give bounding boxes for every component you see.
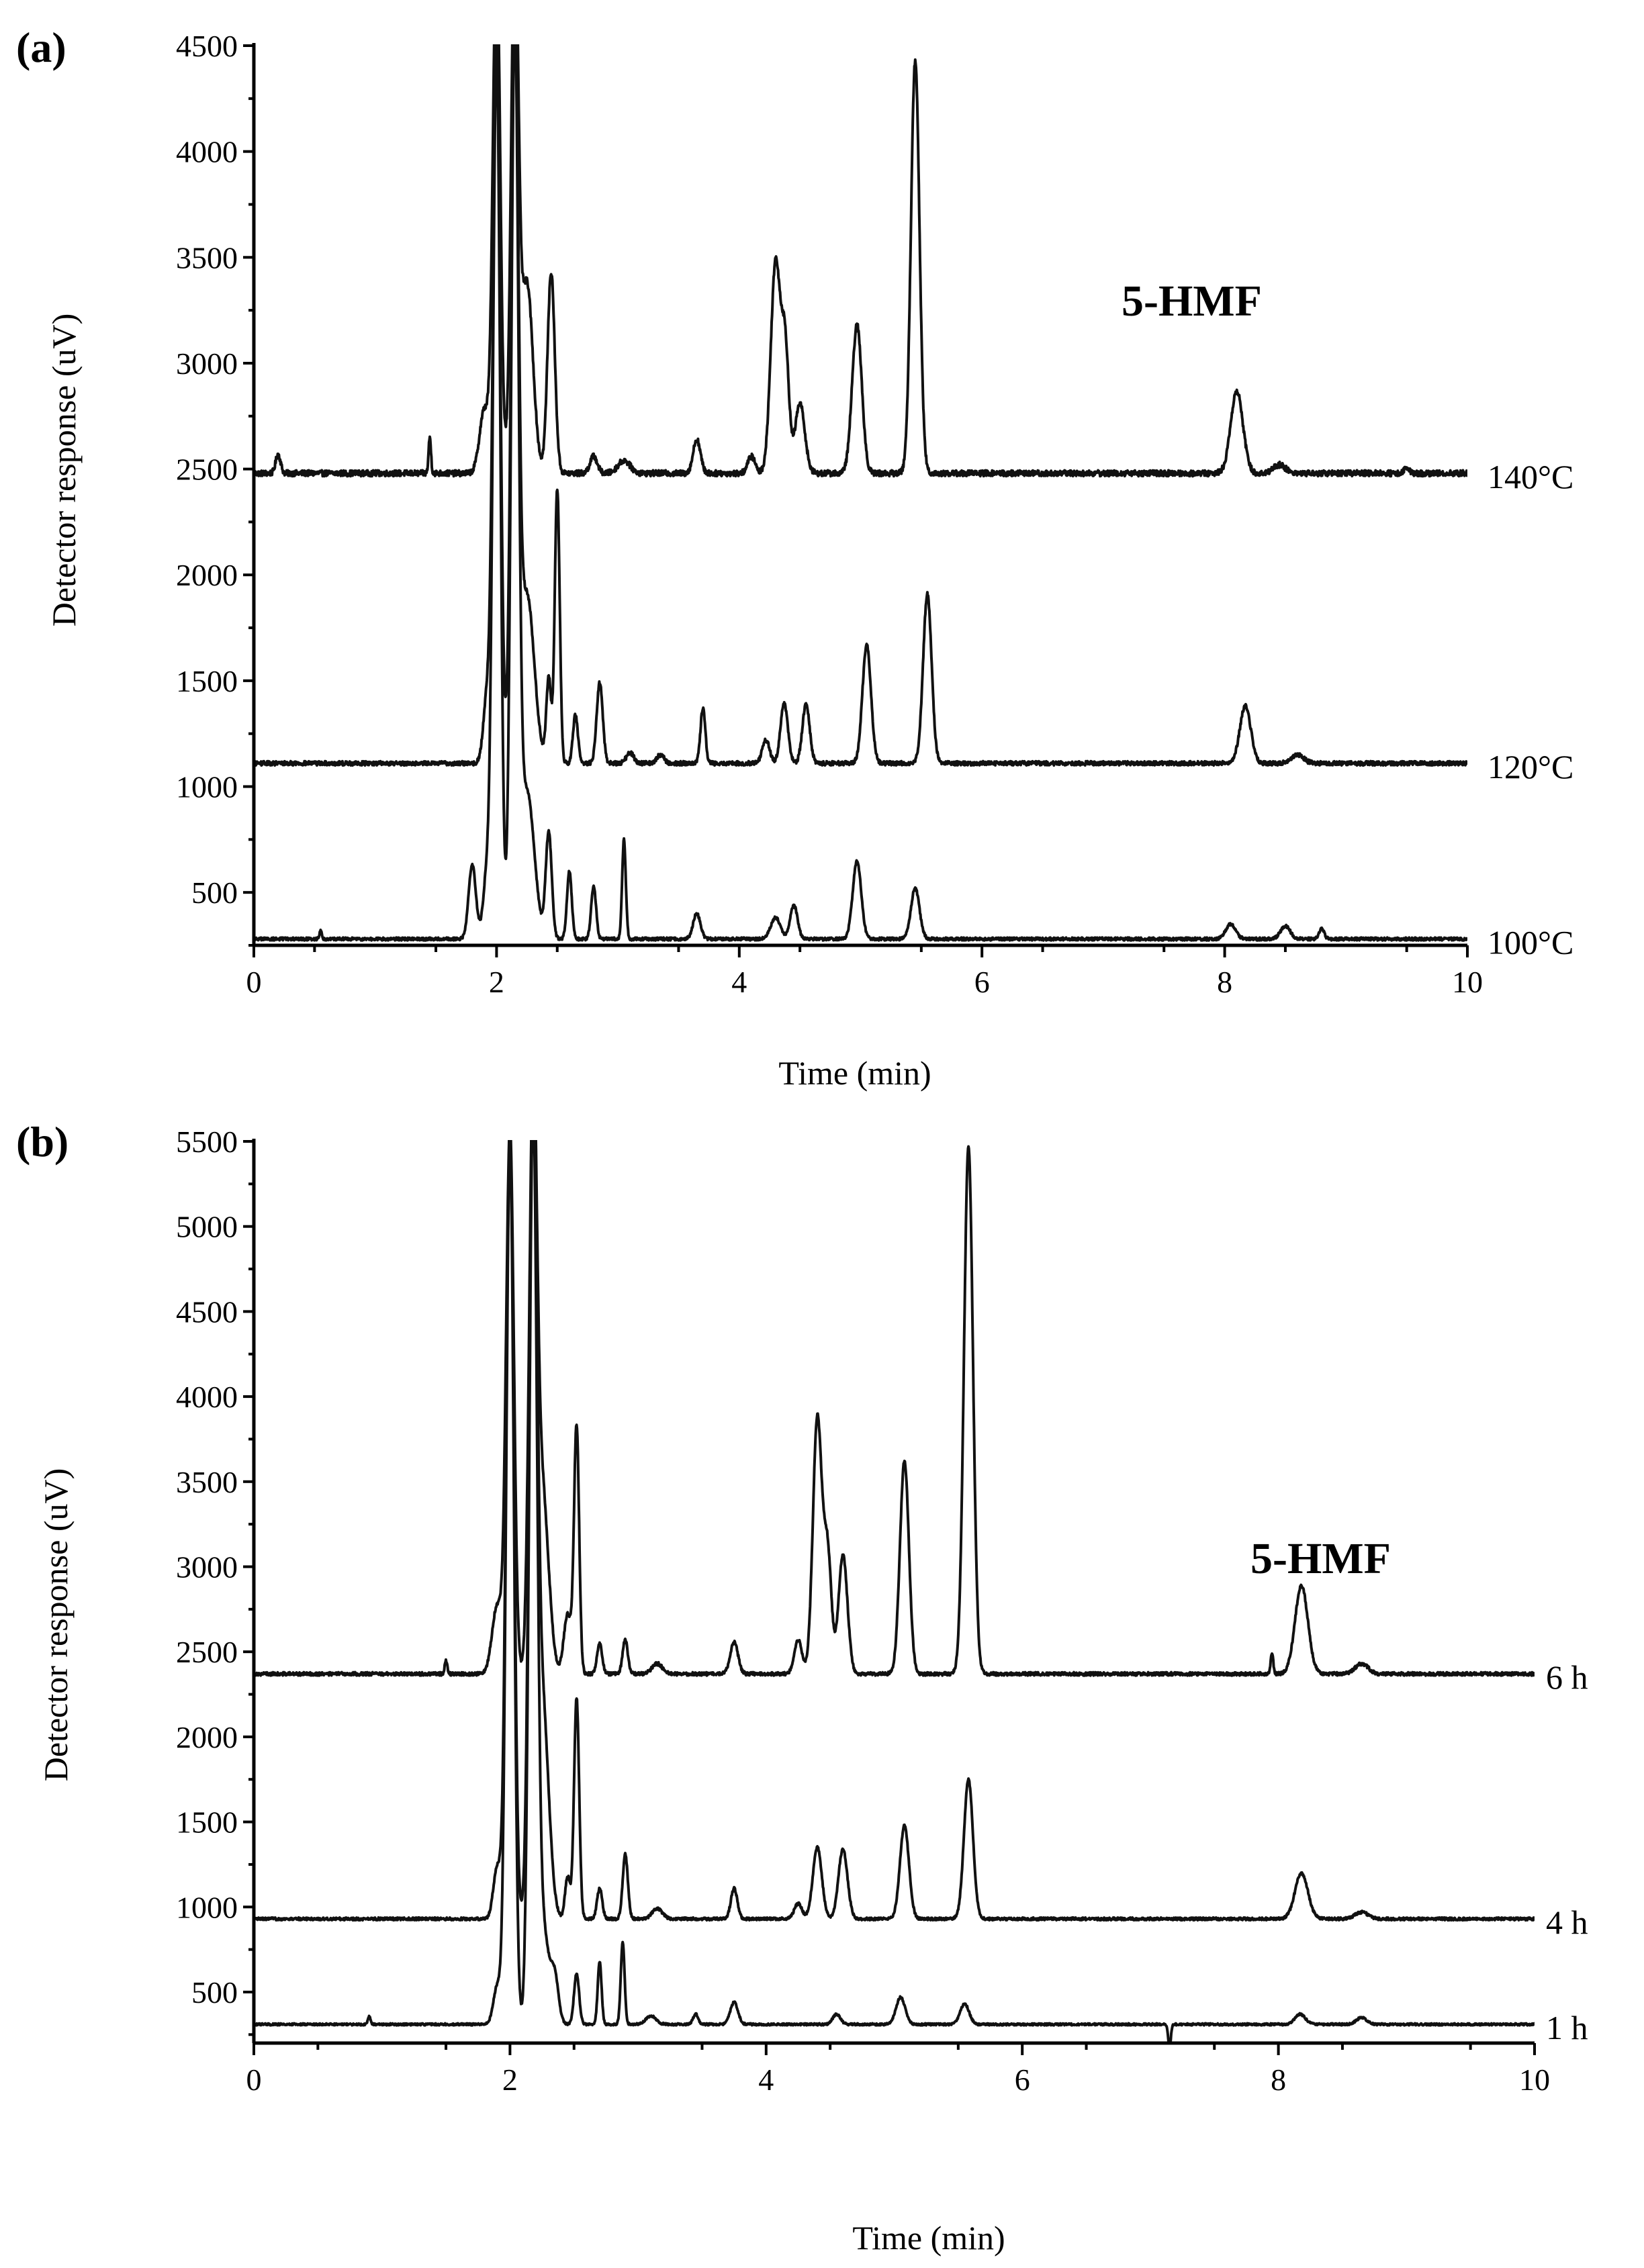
panel-b-label: (b) (16, 1118, 68, 1166)
panel-b-plot-area: 6 h 4 h 1 h 500 1000 1500 2000 2500 3000 3500 4000… (176, 1125, 1588, 2097)
panel-b-y-tick-label: 5000 (176, 1210, 238, 1244)
panel-b-y-tick-label: 1500 (176, 1805, 238, 1840)
panel-b-x-tick-label: 6 (1015, 2063, 1030, 2097)
trace-label-4-h: 4 h (1546, 1903, 1588, 1941)
panel-a-x-tick-label: 2 (489, 965, 504, 999)
panel-b-y-tick-label: 5500 (176, 1125, 238, 1159)
panel-b-traces (254, 1140, 1535, 2043)
panel-a-x-tick-label: 4 (731, 965, 747, 999)
trace-label-6-h: 6 h (1546, 1658, 1588, 1696)
panel-b-y-tick-label: 2000 (176, 1720, 238, 1754)
panel-b-y-tick-label: 3500 (176, 1465, 238, 1499)
panel-b-x-axis-title: Time (min) (852, 2219, 1005, 2257)
panel-a: (a) 5-HMF Detector response (uV) Time (m… (16, 23, 1573, 1092)
trace-label-100-c: 100°C (1488, 924, 1573, 961)
panel-b: (b) 5-HMF Detector response (uV) Time (m… (16, 1118, 1588, 2257)
panel-a-5hmf-annotation: 5-HMF (1122, 277, 1262, 326)
panel-a-plot-area: 140°C 120°C 100°C 500 1000 1500 2000 2500 3000 35… (176, 29, 1573, 999)
panel-b-y-tick-label: 500 (191, 1975, 238, 2010)
panel-b-y-tick-label: 4000 (176, 1380, 238, 1414)
panel-a-y-axis-title: Detector response (uV) (45, 314, 83, 626)
panel-b-x-tick-label: 10 (1519, 2063, 1550, 2097)
panel-a-x-tick-label: 8 (1217, 965, 1232, 999)
trace-6-h (254, 1140, 1535, 1677)
trace-1-h (254, 1140, 1535, 2043)
panel-b-y-tick-label: 1000 (176, 1890, 238, 1924)
trace-label-1-h: 1 h (1546, 2009, 1588, 2046)
panel-a-y-tick-label: 4500 (176, 29, 238, 63)
panel-b-y-axis-title: Detector response (uV) (37, 1468, 75, 1781)
panel-a-y-tick-label: 3500 (176, 240, 238, 275)
trace-label-140-c: 140°C (1488, 458, 1573, 495)
panel-a-label: (a) (16, 23, 66, 71)
panel-a-x-tick-label: 10 (1452, 965, 1483, 999)
panel-b-y-tick-label: 3000 (176, 1550, 238, 1584)
panel-a-y-tick-label: 3000 (176, 346, 238, 381)
panel-b-y-tick-label: 2500 (176, 1635, 238, 1669)
panel-a-y-tick-label: 2500 (176, 453, 238, 487)
panel-b-5hmf-annotation: 5-HMF (1250, 1534, 1391, 1583)
trace-120-c (254, 44, 1467, 767)
panel-b-x-tick-label: 8 (1271, 2063, 1286, 2097)
panel-a-x-tick-label: 6 (974, 965, 990, 999)
panel-a-y-tick-label: 4000 (176, 135, 238, 169)
panel-a-x-axis-title: Time (min) (778, 1054, 931, 1092)
trace-100-c (254, 44, 1467, 942)
panel-b-x-tick-label: 2 (502, 2063, 518, 2097)
panel-a-y-tick-label: 1500 (176, 664, 238, 698)
trace-140-c (254, 44, 1467, 478)
panel-a-y-tick-label: 2000 (176, 558, 238, 592)
trace-4-h (254, 1140, 1535, 1922)
panel-b-y-tick-label: 4500 (176, 1294, 238, 1329)
panel-a-y-tick-label: 500 (191, 876, 238, 910)
panel-b-x-tick-label: 4 (758, 2063, 774, 2097)
trace-label-120-c: 120°C (1488, 748, 1573, 786)
panel-b-x-tick-label: 0 (246, 2063, 262, 2097)
panel-a-y-tick-label: 1000 (176, 770, 238, 804)
panel-a-traces (254, 44, 1467, 942)
panel-a-x-tick-label: 0 (246, 965, 262, 999)
